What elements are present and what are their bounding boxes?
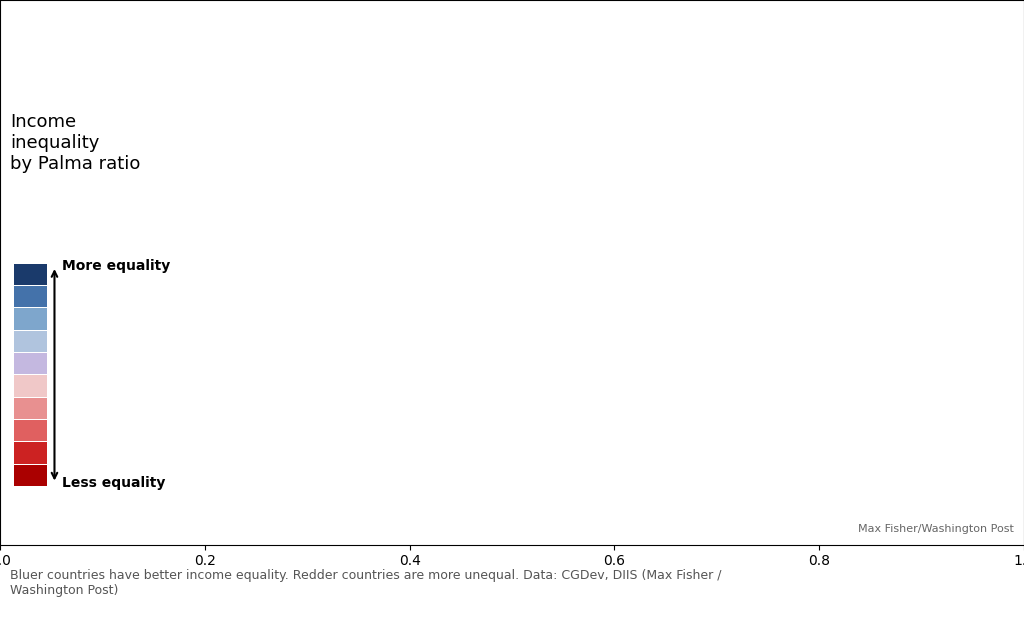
FancyBboxPatch shape: [14, 443, 47, 464]
FancyBboxPatch shape: [14, 375, 47, 397]
FancyBboxPatch shape: [14, 398, 47, 419]
FancyBboxPatch shape: [14, 420, 47, 441]
Text: Less equality: Less equality: [61, 477, 165, 490]
FancyBboxPatch shape: [14, 264, 47, 285]
FancyBboxPatch shape: [14, 331, 47, 352]
Text: Income
inequality
by Palma ratio: Income inequality by Palma ratio: [10, 113, 140, 173]
FancyBboxPatch shape: [14, 353, 47, 374]
Text: More equality: More equality: [61, 259, 170, 273]
Text: Max Fisher/Washington Post: Max Fisher/Washington Post: [858, 524, 1014, 534]
Text: Bluer countries have better income equality. Redder countries are more unequal. : Bluer countries have better income equal…: [10, 569, 722, 597]
FancyBboxPatch shape: [14, 465, 47, 486]
FancyBboxPatch shape: [14, 286, 47, 307]
FancyBboxPatch shape: [14, 308, 47, 329]
